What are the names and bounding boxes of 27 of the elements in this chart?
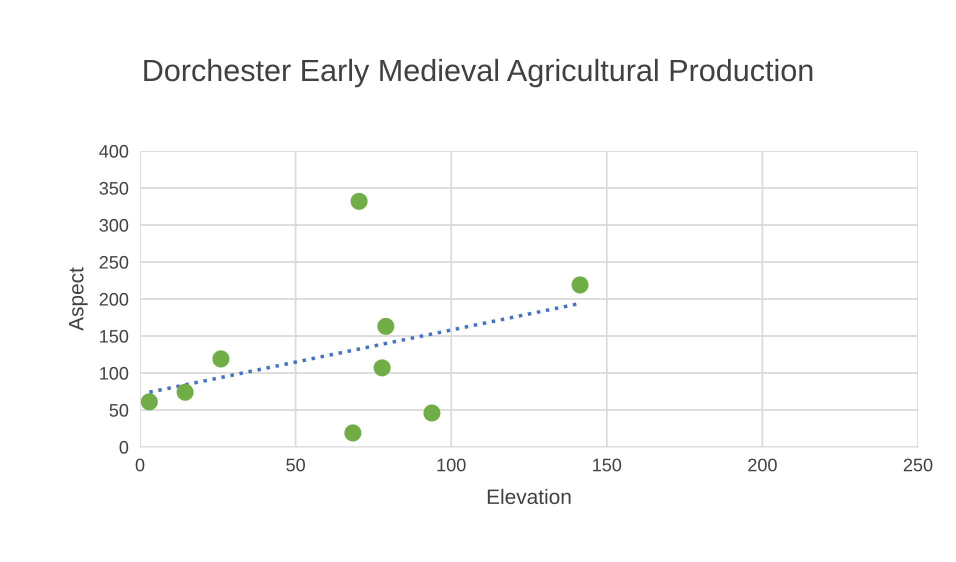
x-tick-label: 250 <box>904 458 932 472</box>
y-tick-label: 350 <box>99 182 128 195</box>
x-tick-label: 50 <box>286 458 305 472</box>
y-tick-label: 100 <box>100 366 128 380</box>
y-tick-label: 0 <box>120 440 128 454</box>
y-tick-label: 300 <box>99 218 128 232</box>
point <box>140 393 158 410</box>
y-tick-label: 150 <box>100 330 128 343</box>
point <box>374 359 391 376</box>
x-tick-label: 200 <box>748 458 777 472</box>
y-tick-label: 250 <box>100 256 128 269</box>
x-axis-title: Elevation <box>488 488 570 504</box>
point <box>377 318 394 335</box>
point <box>350 192 368 210</box>
point <box>572 276 589 294</box>
chart-title: Dorchester Early Medieval Agricultural Production <box>144 58 812 88</box>
y-tick-label: 200 <box>100 292 128 306</box>
y-tick-label: 400 <box>99 144 128 158</box>
point <box>423 404 440 422</box>
y-axis-title: Aspect <box>69 267 88 331</box>
point <box>344 424 362 442</box>
x-tick-label: 100 <box>438 458 466 472</box>
y-tick-label: 50 <box>110 404 128 417</box>
x-tick-label: 0 <box>136 458 144 472</box>
point <box>176 384 194 401</box>
x-tick-label: 150 <box>593 458 622 472</box>
point <box>212 350 230 368</box>
